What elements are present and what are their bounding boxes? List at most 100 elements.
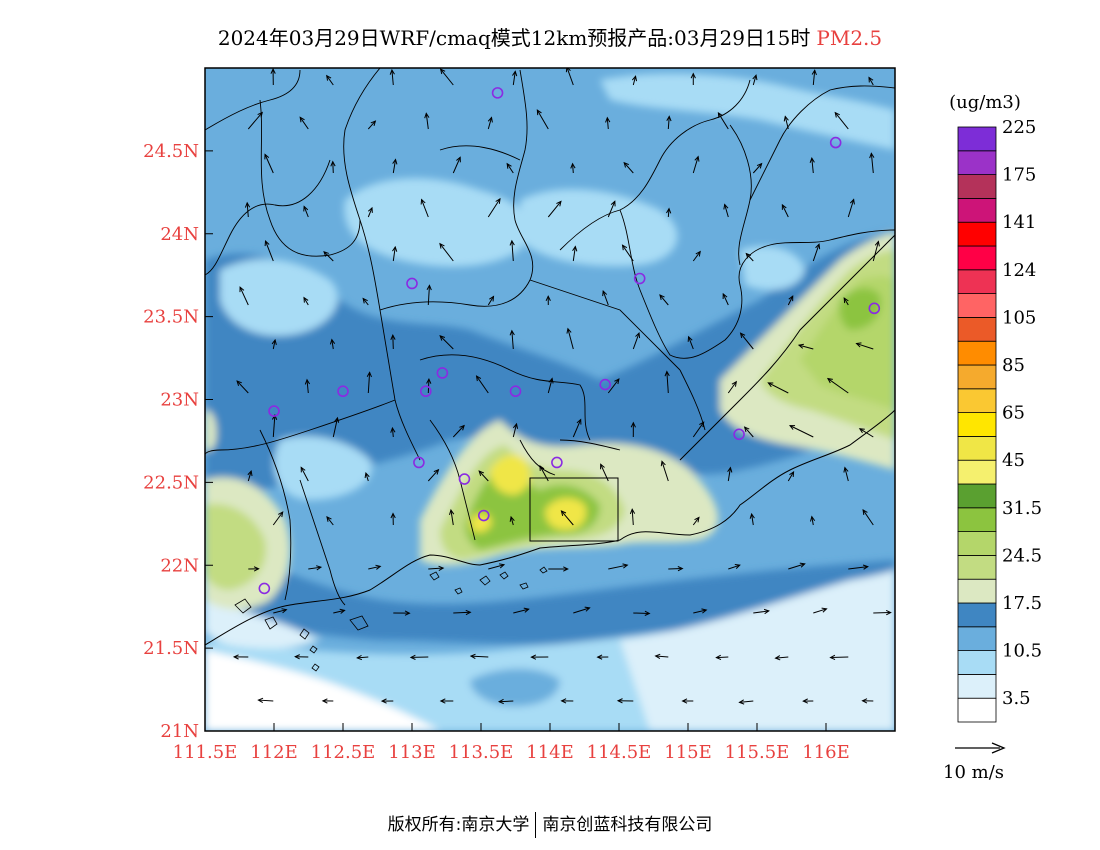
wind-legend: 10 m/s xyxy=(943,742,1006,783)
admin-boundaries xyxy=(205,68,895,606)
pm25-concentration-field xyxy=(205,68,895,731)
wind-arrow xyxy=(497,698,514,705)
wind-arrow xyxy=(607,200,616,218)
wind-arrow xyxy=(723,203,729,218)
lon-tick-label: 112.5E xyxy=(311,742,376,763)
wind-arrow xyxy=(475,375,489,394)
wind-arrow xyxy=(739,332,754,350)
wind-arrow xyxy=(304,378,311,394)
wind-arrow xyxy=(812,243,821,262)
wind-arrow xyxy=(632,331,641,350)
wind-legend-label: 10 m/s xyxy=(943,762,1004,783)
wind-arrow xyxy=(239,286,249,306)
wind-arrow xyxy=(811,69,817,86)
wind-arrow xyxy=(631,75,638,86)
wind-arrow xyxy=(813,607,828,614)
wind-arrow xyxy=(321,698,334,704)
station-marker xyxy=(413,456,425,469)
wind-arrow xyxy=(509,329,515,350)
wind-arrow xyxy=(368,564,382,570)
wind-arrow xyxy=(781,203,789,218)
colorbar-swatch xyxy=(957,412,997,437)
field-light-patch-4 xyxy=(600,73,895,150)
wind-arrow xyxy=(608,563,629,570)
lon-tick-label: 114.5E xyxy=(587,742,652,763)
lon-tick-label: 114E xyxy=(526,742,574,763)
wind-arrow xyxy=(294,654,309,660)
field-light-patch-3 xyxy=(520,189,678,267)
wind-arrow xyxy=(872,240,880,262)
wind-arrow xyxy=(439,335,454,350)
wind-arrow xyxy=(633,610,651,616)
wind-arrow xyxy=(326,74,334,86)
wind-arrow xyxy=(623,161,634,174)
wind-arrow xyxy=(362,297,369,306)
wind-arrow xyxy=(843,297,849,306)
colorbar-label: 65 xyxy=(1002,403,1025,424)
colorbar-label: 45 xyxy=(1002,450,1025,471)
wind-arrow xyxy=(272,511,284,526)
wind-arrow xyxy=(449,508,455,526)
station-marker xyxy=(509,385,522,398)
colorbar-unit: (ug/m3) xyxy=(949,92,1021,113)
wind-arrow xyxy=(487,295,495,306)
wind-arrow xyxy=(862,508,874,526)
station-marker xyxy=(458,473,471,485)
field-hotspot-south xyxy=(545,498,587,530)
colorbar-label: 31.5 xyxy=(1002,498,1042,519)
wind-arrow xyxy=(478,470,489,482)
lat-tick-label: 22.5N xyxy=(143,472,199,493)
wind-arrow xyxy=(428,565,445,571)
lon-tick-label: 116E xyxy=(802,742,850,763)
wind-arrow xyxy=(545,295,551,306)
wind-arrow xyxy=(666,207,672,218)
wind-arrow xyxy=(513,607,530,614)
station-marker xyxy=(419,385,432,398)
colorbar-swatch xyxy=(957,459,997,485)
colorbar-swatch xyxy=(957,340,997,366)
wind-arrow xyxy=(727,466,733,482)
station-marker xyxy=(868,302,881,315)
islands xyxy=(234,566,548,672)
lat-tick-label: 24N xyxy=(160,224,199,245)
wind-arrow xyxy=(469,653,489,659)
wind-arrow xyxy=(572,418,582,438)
wind-arrow xyxy=(488,563,506,570)
colorbar-swatch xyxy=(957,174,997,199)
lon-tick-label: 115.5E xyxy=(725,742,790,763)
wind-arrow xyxy=(539,464,549,482)
wind-arrow xyxy=(247,469,253,482)
field-hotspot-west xyxy=(470,513,492,533)
wind-arrow xyxy=(861,698,874,704)
field-hotspot-north xyxy=(490,454,531,495)
wind-arrow xyxy=(257,697,274,703)
wind-arrow xyxy=(548,566,569,572)
wind-arrow xyxy=(752,74,758,86)
wind-arrow xyxy=(426,377,432,394)
colorbar-swatch xyxy=(957,697,997,723)
colorbar-label: 141 xyxy=(1002,212,1036,233)
field-sea-patch xyxy=(470,668,560,707)
wind-arrow xyxy=(605,116,611,130)
wind-arrow xyxy=(787,295,794,306)
colorbar-label: 85 xyxy=(1002,355,1025,376)
wind-arrow xyxy=(690,72,696,86)
wind-arrow xyxy=(752,162,763,174)
colorbar-swatch xyxy=(957,293,997,318)
wind-arrow xyxy=(303,205,309,218)
field-light-patch-2 xyxy=(344,178,528,267)
wind-arrow xyxy=(264,153,274,174)
lon-tick-label: 111.5E xyxy=(173,742,238,763)
wind-arrow xyxy=(858,428,874,438)
wind-arrow xyxy=(687,335,694,350)
wind-arrow xyxy=(692,516,700,526)
wind-arrow xyxy=(303,296,309,306)
wind-arrow xyxy=(453,609,472,616)
copyright-left: 版权所有:南京大学 xyxy=(387,815,530,835)
wind-arrow xyxy=(393,610,411,616)
wind-arrow xyxy=(329,338,336,350)
colorbar-swatch xyxy=(957,578,997,604)
colorbar-swatch xyxy=(957,602,997,628)
wind-arrow xyxy=(308,565,323,571)
wind-arrow xyxy=(427,468,440,482)
